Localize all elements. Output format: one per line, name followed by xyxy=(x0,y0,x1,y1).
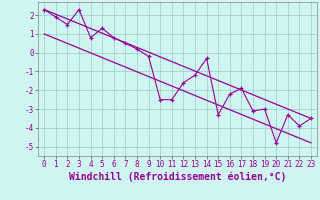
X-axis label: Windchill (Refroidissement éolien,°C): Windchill (Refroidissement éolien,°C) xyxy=(69,172,286,182)
